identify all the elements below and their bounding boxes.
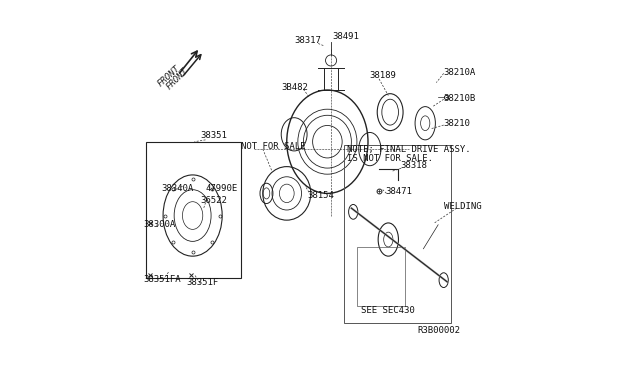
Text: NOT FOR SALE: NOT FOR SALE bbox=[241, 142, 305, 151]
Text: 38210B: 38210B bbox=[444, 94, 476, 103]
Text: FRONT: FRONT bbox=[165, 66, 190, 92]
Text: 36522: 36522 bbox=[200, 196, 227, 205]
Text: SEE SEC430: SEE SEC430 bbox=[362, 306, 415, 315]
Text: 38189: 38189 bbox=[370, 71, 397, 80]
Text: 38210: 38210 bbox=[444, 119, 470, 128]
Text: 38340A: 38340A bbox=[161, 185, 193, 193]
Text: 38318: 38318 bbox=[401, 161, 428, 170]
Text: 38351FA: 38351FA bbox=[143, 275, 181, 283]
Text: FRONT: FRONT bbox=[156, 64, 182, 88]
Text: 47990E: 47990E bbox=[205, 185, 238, 193]
Bar bbox=[357, 247, 405, 306]
Text: 38491: 38491 bbox=[332, 32, 359, 41]
Text: WELDING: WELDING bbox=[444, 202, 481, 211]
Text: 38317: 38317 bbox=[294, 36, 321, 45]
Text: NOTE; FINAL DRIVE ASSY.: NOTE; FINAL DRIVE ASSY. bbox=[347, 145, 470, 154]
Text: 3B482: 3B482 bbox=[281, 83, 308, 92]
Text: 38210A: 38210A bbox=[444, 68, 476, 77]
Text: 38154: 38154 bbox=[307, 192, 334, 201]
Text: IS NOT FOR SALE.: IS NOT FOR SALE. bbox=[347, 154, 433, 163]
Text: R3B00002: R3B00002 bbox=[418, 326, 461, 335]
Text: 38471: 38471 bbox=[386, 187, 413, 196]
Text: 38351: 38351 bbox=[200, 131, 227, 140]
Text: 38351F: 38351F bbox=[186, 278, 219, 287]
Bar bbox=[147, 142, 241, 278]
Bar bbox=[344, 145, 451, 323]
Text: 38300A: 38300A bbox=[143, 220, 176, 229]
